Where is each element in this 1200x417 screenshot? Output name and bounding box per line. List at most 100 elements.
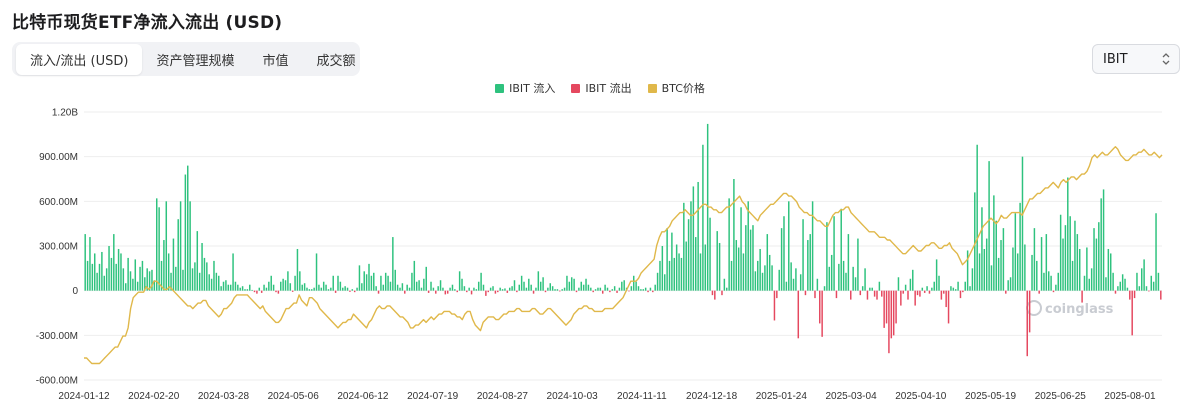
inflow-bar xyxy=(833,216,835,291)
inflow-bar xyxy=(747,201,749,291)
x-tick-label: 2025-01-24 xyxy=(756,391,808,402)
inflow-bar xyxy=(523,281,525,291)
inflow-bar xyxy=(439,280,442,291)
inflow-bar xyxy=(1138,286,1141,291)
inflow-bar xyxy=(1083,275,1086,291)
outflow-bar xyxy=(277,290,280,294)
inflow-bar xyxy=(437,286,439,291)
inflow-bar xyxy=(332,275,334,291)
inflow-bar xyxy=(950,286,952,291)
tab-market-cap[interactable]: 市值 xyxy=(262,53,289,69)
inflow-bar xyxy=(322,281,325,291)
inflow-bar xyxy=(179,201,182,291)
inflow-bar xyxy=(363,271,365,291)
y-tick-label: 300.00M xyxy=(39,242,78,253)
outflow-bar xyxy=(928,290,931,294)
inflow-bar xyxy=(969,286,971,291)
inflow-bar xyxy=(1124,278,1126,291)
inflow-bar xyxy=(499,287,501,291)
inflow-bar xyxy=(590,287,592,291)
legend-item-inflow[interactable]: IBIT 流入 xyxy=(495,80,555,96)
outflow-bar xyxy=(1129,290,1131,300)
inflow-bar xyxy=(745,225,747,291)
inflow-bar xyxy=(563,287,566,291)
inflow-bar xyxy=(771,265,773,291)
inflow-bar xyxy=(1055,284,1057,291)
inflow-bar xyxy=(1050,275,1052,291)
inflow-bar xyxy=(227,284,230,291)
outflow-bar xyxy=(253,290,256,293)
outflow-bar xyxy=(866,290,869,300)
outflow-bar xyxy=(349,290,351,292)
inflow-bar xyxy=(501,289,504,291)
legend-item-outflow[interactable]: IBIT 流出 xyxy=(571,80,632,96)
outflow-bar xyxy=(885,290,888,324)
inflow-bar xyxy=(103,275,106,291)
inflow-bar xyxy=(1102,189,1105,291)
outflow-bar xyxy=(1005,290,1007,294)
inflow-bar xyxy=(783,216,785,291)
inflow-bar xyxy=(570,277,573,291)
inflow-bar xyxy=(978,253,981,291)
outflow-bar xyxy=(404,290,406,294)
outflow-bar xyxy=(487,290,489,293)
inflow-bar xyxy=(1088,278,1090,291)
inflow-bar xyxy=(153,280,156,291)
outflow-bar xyxy=(575,290,578,293)
inflow-bar xyxy=(206,262,208,291)
inflow-bar xyxy=(418,280,420,291)
inflow-bar xyxy=(718,243,721,291)
outflow-bar xyxy=(456,290,458,293)
inflow-bar xyxy=(1105,277,1107,291)
tab-aum[interactable]: 资产管理规模 xyxy=(156,53,235,69)
outflow-bar xyxy=(616,290,618,293)
outflow-bar xyxy=(919,290,921,297)
inflow-bar xyxy=(229,284,232,291)
inflow-bar xyxy=(413,260,416,291)
inflow-bar xyxy=(632,275,635,291)
inflow-bar xyxy=(187,165,189,291)
inflow-bar xyxy=(990,265,993,291)
inflow-bar xyxy=(852,266,854,291)
inflow-bar xyxy=(1019,202,1021,291)
inflow-bar xyxy=(430,281,432,291)
inflow-bar xyxy=(303,283,306,291)
inflow-bar xyxy=(411,272,413,291)
outflow-bar xyxy=(353,290,356,293)
inflow-bar xyxy=(232,253,234,291)
tab-flow[interactable]: 流入/流出 (USD) xyxy=(16,43,143,75)
inflow-bar xyxy=(1086,247,1088,291)
inflow-bar xyxy=(723,278,726,291)
inflow-bar xyxy=(1076,234,1079,291)
inflow-bar xyxy=(461,278,463,291)
inflow-bar xyxy=(759,248,761,291)
inflow-bar xyxy=(387,275,389,291)
inflow-bar xyxy=(492,286,494,291)
inflow-bar xyxy=(477,281,480,291)
inflow-bar xyxy=(690,201,692,291)
legend-item-btc[interactable]: BTC价格 xyxy=(647,80,705,96)
inflow-bar xyxy=(246,289,249,291)
x-tick-label: 2024-11-11 xyxy=(617,391,667,402)
inflow-bar xyxy=(222,281,225,291)
inflow-bar xyxy=(933,281,935,291)
etf-selector[interactable]: IBIT xyxy=(1092,44,1180,74)
inflow-bar xyxy=(1071,260,1074,291)
inflow-bar xyxy=(344,286,346,291)
inflow-bar xyxy=(957,281,959,291)
inflow-bar xyxy=(139,266,141,291)
inflow-bar xyxy=(838,263,840,291)
tab-volume[interactable]: 成交额 xyxy=(316,53,356,69)
inflow-bar xyxy=(642,289,645,291)
legend-swatch-inflow xyxy=(495,83,505,93)
inflow-bar xyxy=(699,253,702,291)
legend-label-outflow: IBIT 流出 xyxy=(585,82,632,95)
x-tick-label: 2024-12-18 xyxy=(686,391,738,402)
inflow-bar xyxy=(1126,287,1129,291)
inflow-bar xyxy=(964,281,966,291)
inflow-bar xyxy=(799,274,802,291)
inflow-bar xyxy=(766,234,769,291)
inflow-bar xyxy=(244,289,246,291)
inflow-bar xyxy=(392,237,394,291)
inflow-bar xyxy=(840,208,842,291)
